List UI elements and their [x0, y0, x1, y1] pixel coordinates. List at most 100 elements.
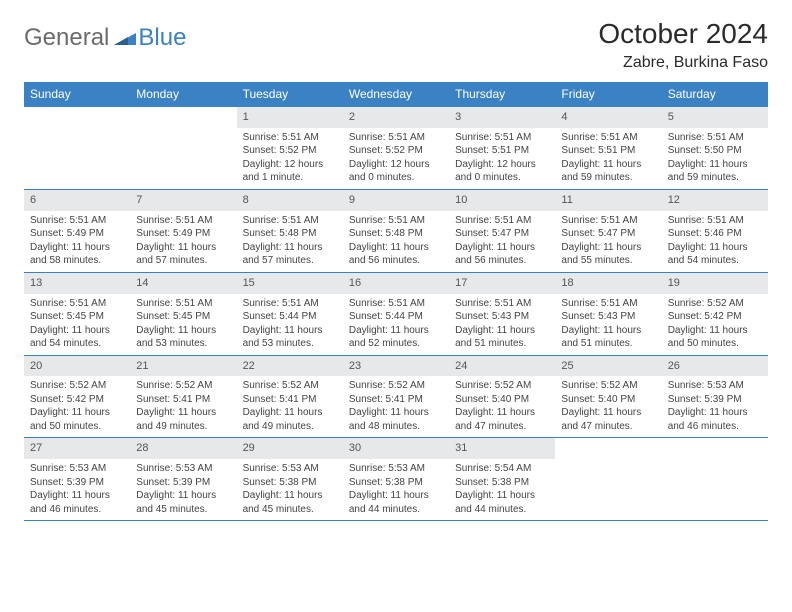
- calendar-day-cell: ..: [24, 107, 130, 190]
- day-details: Sunrise: 5:54 AMSunset: 5:38 PMDaylight:…: [449, 459, 555, 520]
- calendar-day-cell: 15Sunrise: 5:51 AMSunset: 5:44 PMDayligh…: [237, 272, 343, 355]
- calendar-day-cell: 22Sunrise: 5:52 AMSunset: 5:41 PMDayligh…: [237, 355, 343, 438]
- day-details: Sunrise: 5:51 AMSunset: 5:44 PMDaylight:…: [343, 294, 449, 355]
- day-details: Sunrise: 5:51 AMSunset: 5:48 PMDaylight:…: [237, 211, 343, 272]
- calendar-day-cell: 30Sunrise: 5:53 AMSunset: 5:38 PMDayligh…: [343, 438, 449, 521]
- day-details: Sunrise: 5:53 AMSunset: 5:39 PMDaylight:…: [24, 459, 130, 520]
- day-details: Sunrise: 5:53 AMSunset: 5:39 PMDaylight:…: [130, 459, 236, 520]
- logo-mark-icon: [114, 27, 136, 50]
- day-number: 6: [24, 190, 130, 211]
- day-number: 11: [555, 190, 661, 211]
- calendar-day-cell: 10Sunrise: 5:51 AMSunset: 5:47 PMDayligh…: [449, 189, 555, 272]
- day-number: 29: [237, 438, 343, 459]
- calendar-day-cell: 28Sunrise: 5:53 AMSunset: 5:39 PMDayligh…: [130, 438, 236, 521]
- day-number: 1: [237, 107, 343, 128]
- day-number: 27: [24, 438, 130, 459]
- day-details: Sunrise: 5:51 AMSunset: 5:49 PMDaylight:…: [24, 211, 130, 272]
- calendar-day-cell: 29Sunrise: 5:53 AMSunset: 5:38 PMDayligh…: [237, 438, 343, 521]
- calendar-table: SundayMondayTuesdayWednesdayThursdayFrid…: [24, 82, 768, 521]
- calendar-day-cell: 6Sunrise: 5:51 AMSunset: 5:49 PMDaylight…: [24, 189, 130, 272]
- weekday-header: Monday: [130, 82, 236, 107]
- calendar-day-cell: 25Sunrise: 5:52 AMSunset: 5:40 PMDayligh…: [555, 355, 661, 438]
- day-details: Sunrise: 5:52 AMSunset: 5:42 PMDaylight:…: [662, 294, 768, 355]
- calendar-week-row: 20Sunrise: 5:52 AMSunset: 5:42 PMDayligh…: [24, 355, 768, 438]
- logo-text-blue: Blue: [138, 24, 186, 52]
- calendar-week-row: ....1Sunrise: 5:51 AMSunset: 5:52 PMDayl…: [24, 107, 768, 190]
- calendar-day-cell: 2Sunrise: 5:51 AMSunset: 5:52 PMDaylight…: [343, 107, 449, 190]
- day-number: 7: [130, 190, 236, 211]
- day-number: 31: [449, 438, 555, 459]
- title-block: October 2024 Zabre, Burkina Faso: [598, 18, 768, 72]
- day-details: Sunrise: 5:51 AMSunset: 5:43 PMDaylight:…: [449, 294, 555, 355]
- day-number: 12: [662, 190, 768, 211]
- calendar-day-cell: 3Sunrise: 5:51 AMSunset: 5:51 PMDaylight…: [449, 107, 555, 190]
- day-number: 3: [449, 107, 555, 128]
- day-details: Sunrise: 5:52 AMSunset: 5:41 PMDaylight:…: [343, 376, 449, 437]
- calendar-day-cell: 26Sunrise: 5:53 AMSunset: 5:39 PMDayligh…: [662, 355, 768, 438]
- day-details: Sunrise: 5:53 AMSunset: 5:39 PMDaylight:…: [662, 376, 768, 437]
- day-details: Sunrise: 5:51 AMSunset: 5:46 PMDaylight:…: [662, 211, 768, 272]
- calendar-day-cell: 14Sunrise: 5:51 AMSunset: 5:45 PMDayligh…: [130, 272, 236, 355]
- calendar-day-cell: 13Sunrise: 5:51 AMSunset: 5:45 PMDayligh…: [24, 272, 130, 355]
- calendar-day-cell: 27Sunrise: 5:53 AMSunset: 5:39 PMDayligh…: [24, 438, 130, 521]
- header: General Blue October 2024 Zabre, Burkina…: [24, 18, 768, 72]
- day-number: 16: [343, 273, 449, 294]
- day-number: 2: [343, 107, 449, 128]
- day-details: Sunrise: 5:51 AMSunset: 5:45 PMDaylight:…: [24, 294, 130, 355]
- day-details: Sunrise: 5:52 AMSunset: 5:40 PMDaylight:…: [555, 376, 661, 437]
- weekday-header: Tuesday: [237, 82, 343, 107]
- day-number: 15: [237, 273, 343, 294]
- calendar-day-cell: 5Sunrise: 5:51 AMSunset: 5:50 PMDaylight…: [662, 107, 768, 190]
- day-number: 26: [662, 356, 768, 377]
- day-number: 28: [130, 438, 236, 459]
- day-number: 18: [555, 273, 661, 294]
- location-label: Zabre, Burkina Faso: [598, 54, 768, 72]
- calendar-week-row: 27Sunrise: 5:53 AMSunset: 5:39 PMDayligh…: [24, 438, 768, 521]
- day-number: 4: [555, 107, 661, 128]
- day-details: Sunrise: 5:52 AMSunset: 5:41 PMDaylight:…: [130, 376, 236, 437]
- page-title: October 2024: [598, 18, 768, 50]
- calendar-week-row: 6Sunrise: 5:51 AMSunset: 5:49 PMDaylight…: [24, 189, 768, 272]
- logo-text-general: General: [24, 24, 109, 52]
- day-details: Sunrise: 5:51 AMSunset: 5:44 PMDaylight:…: [237, 294, 343, 355]
- day-number: 23: [343, 356, 449, 377]
- day-details: Sunrise: 5:52 AMSunset: 5:40 PMDaylight:…: [449, 376, 555, 437]
- day-number: 14: [130, 273, 236, 294]
- day-details: Sunrise: 5:51 AMSunset: 5:50 PMDaylight:…: [662, 128, 768, 189]
- day-details: Sunrise: 5:51 AMSunset: 5:52 PMDaylight:…: [237, 128, 343, 189]
- day-details: Sunrise: 5:51 AMSunset: 5:48 PMDaylight:…: [343, 211, 449, 272]
- day-details: Sunrise: 5:51 AMSunset: 5:51 PMDaylight:…: [449, 128, 555, 189]
- day-number: 17: [449, 273, 555, 294]
- day-details: Sunrise: 5:51 AMSunset: 5:51 PMDaylight:…: [555, 128, 661, 189]
- calendar-day-cell: 1Sunrise: 5:51 AMSunset: 5:52 PMDaylight…: [237, 107, 343, 190]
- calendar-day-cell: 21Sunrise: 5:52 AMSunset: 5:41 PMDayligh…: [130, 355, 236, 438]
- day-details: Sunrise: 5:51 AMSunset: 5:47 PMDaylight:…: [449, 211, 555, 272]
- weekday-header: Friday: [555, 82, 661, 107]
- calendar-day-cell: 17Sunrise: 5:51 AMSunset: 5:43 PMDayligh…: [449, 272, 555, 355]
- weekday-header: Thursday: [449, 82, 555, 107]
- calendar-day-cell: 11Sunrise: 5:51 AMSunset: 5:47 PMDayligh…: [555, 189, 661, 272]
- day-details: Sunrise: 5:53 AMSunset: 5:38 PMDaylight:…: [343, 459, 449, 520]
- day-number: 5: [662, 107, 768, 128]
- day-details: Sunrise: 5:51 AMSunset: 5:45 PMDaylight:…: [130, 294, 236, 355]
- calendar-day-cell: 8Sunrise: 5:51 AMSunset: 5:48 PMDaylight…: [237, 189, 343, 272]
- calendar-day-cell: 23Sunrise: 5:52 AMSunset: 5:41 PMDayligh…: [343, 355, 449, 438]
- calendar-day-cell: 24Sunrise: 5:52 AMSunset: 5:40 PMDayligh…: [449, 355, 555, 438]
- calendar-day-cell: 4Sunrise: 5:51 AMSunset: 5:51 PMDaylight…: [555, 107, 661, 190]
- day-number: 10: [449, 190, 555, 211]
- day-number: 8: [237, 190, 343, 211]
- calendar-day-cell: 7Sunrise: 5:51 AMSunset: 5:49 PMDaylight…: [130, 189, 236, 272]
- day-details: Sunrise: 5:51 AMSunset: 5:49 PMDaylight:…: [130, 211, 236, 272]
- day-number: 30: [343, 438, 449, 459]
- day-details: Sunrise: 5:52 AMSunset: 5:42 PMDaylight:…: [24, 376, 130, 437]
- calendar-day-cell: ..: [662, 438, 768, 521]
- day-details: Sunrise: 5:51 AMSunset: 5:47 PMDaylight:…: [555, 211, 661, 272]
- weekday-header: Wednesday: [343, 82, 449, 107]
- day-number: 13: [24, 273, 130, 294]
- calendar-head: SundayMondayTuesdayWednesdayThursdayFrid…: [24, 82, 768, 107]
- day-details: Sunrise: 5:51 AMSunset: 5:43 PMDaylight:…: [555, 294, 661, 355]
- day-details: Sunrise: 5:52 AMSunset: 5:41 PMDaylight:…: [237, 376, 343, 437]
- calendar-day-cell: 20Sunrise: 5:52 AMSunset: 5:42 PMDayligh…: [24, 355, 130, 438]
- calendar-day-cell: 9Sunrise: 5:51 AMSunset: 5:48 PMDaylight…: [343, 189, 449, 272]
- calendar-day-cell: 19Sunrise: 5:52 AMSunset: 5:42 PMDayligh…: [662, 272, 768, 355]
